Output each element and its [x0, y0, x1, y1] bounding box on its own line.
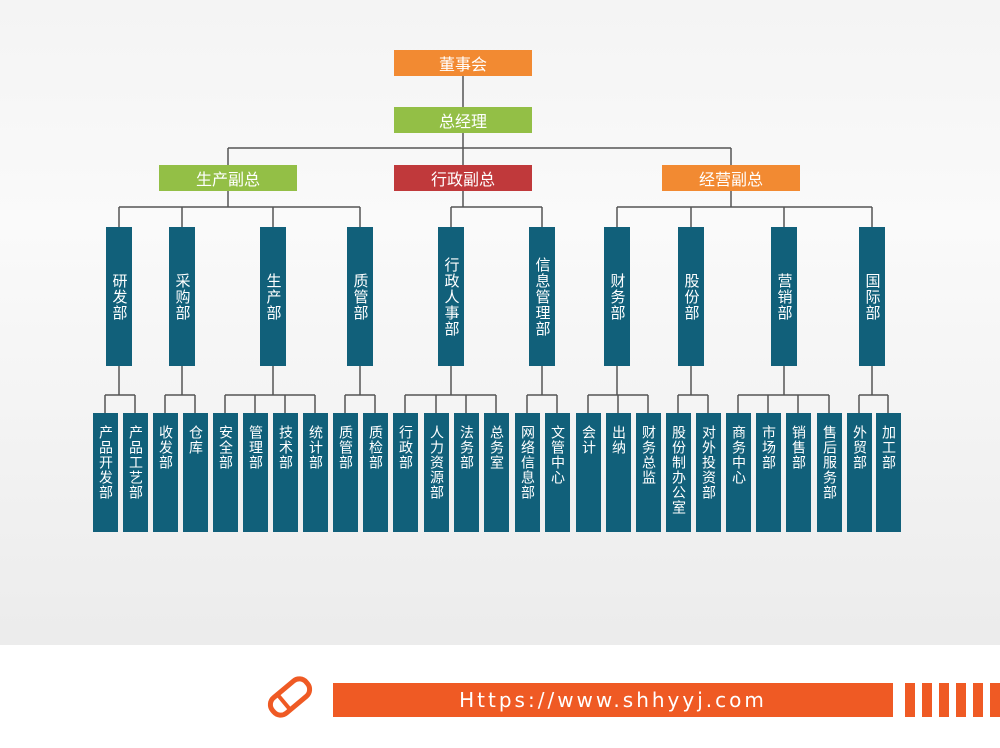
pencil-icon — [267, 676, 313, 718]
sub-department-box: 股份制办公室 — [665, 413, 691, 532]
vp-box: 生产副总 — [159, 165, 297, 191]
footer-graphics — [267, 676, 1000, 718]
board-box: 董事会 — [394, 50, 532, 76]
sub-department-box: 产品开发部 — [92, 413, 118, 532]
sub-department-box: 销售部 — [785, 413, 811, 532]
sub-department-box: 质管部 — [332, 413, 358, 532]
department-box: 生产部 — [260, 227, 286, 366]
sub-department-box: 出纳 — [605, 413, 631, 532]
sub-department-box: 产品工艺部 — [122, 413, 148, 532]
url-text: Https://www.shhyyj.com — [459, 688, 767, 712]
department-box: 研发部 — [106, 227, 132, 366]
sub-department-box: 行政部 — [392, 413, 418, 532]
sub-department-box: 管理部 — [242, 413, 268, 532]
sub-department-box: 法务部 — [453, 413, 479, 532]
sub-department-box: 网络信息部 — [514, 413, 540, 532]
sub-department-box: 财务总监 — [635, 413, 661, 532]
url-bar — [333, 683, 893, 717]
sub-department-box: 总务室 — [483, 413, 509, 532]
ceo-box: 总经理 — [394, 107, 532, 133]
vp-box: 经营副总 — [662, 165, 800, 191]
stripes — [905, 683, 1000, 717]
sub-department-box: 安全部 — [212, 413, 238, 532]
sub-department-box: 文管中心 — [544, 413, 570, 532]
sub-department-box: 售后服务部 — [816, 413, 842, 532]
sub-department-box: 商务中心 — [725, 413, 751, 532]
sub-department-box: 加工部 — [875, 413, 901, 532]
connectors — [104, 76, 889, 413]
sub-department-box: 仓库 — [182, 413, 208, 532]
department-box: 营销部 — [771, 227, 797, 366]
footer: Https://www.shhyyj.com — [0, 645, 1000, 748]
department-box: 采购部 — [169, 227, 195, 366]
department-box: 财务部 — [604, 227, 630, 366]
department-box: 股份部 — [678, 227, 704, 366]
vp-box: 行政副总 — [394, 165, 532, 191]
sub-department-box: 收发部 — [152, 413, 178, 532]
sub-department-box: 市场部 — [755, 413, 781, 532]
sub-department-box: 人力资源部 — [423, 413, 449, 532]
department-box: 行政人事部 — [438, 227, 464, 366]
department-box: 信息管理部 — [529, 227, 555, 366]
department-box: 国际部 — [859, 227, 885, 366]
sub-department-box: 外贸部 — [846, 413, 872, 532]
department-box: 质管部 — [347, 227, 373, 366]
sub-department-box: 技术部 — [272, 413, 298, 532]
sub-department-box: 对外投资部 — [695, 413, 721, 532]
sub-department-box: 会计 — [575, 413, 601, 532]
sub-department-box: 质检部 — [362, 413, 388, 532]
sub-department-box: 统计部 — [302, 413, 328, 532]
